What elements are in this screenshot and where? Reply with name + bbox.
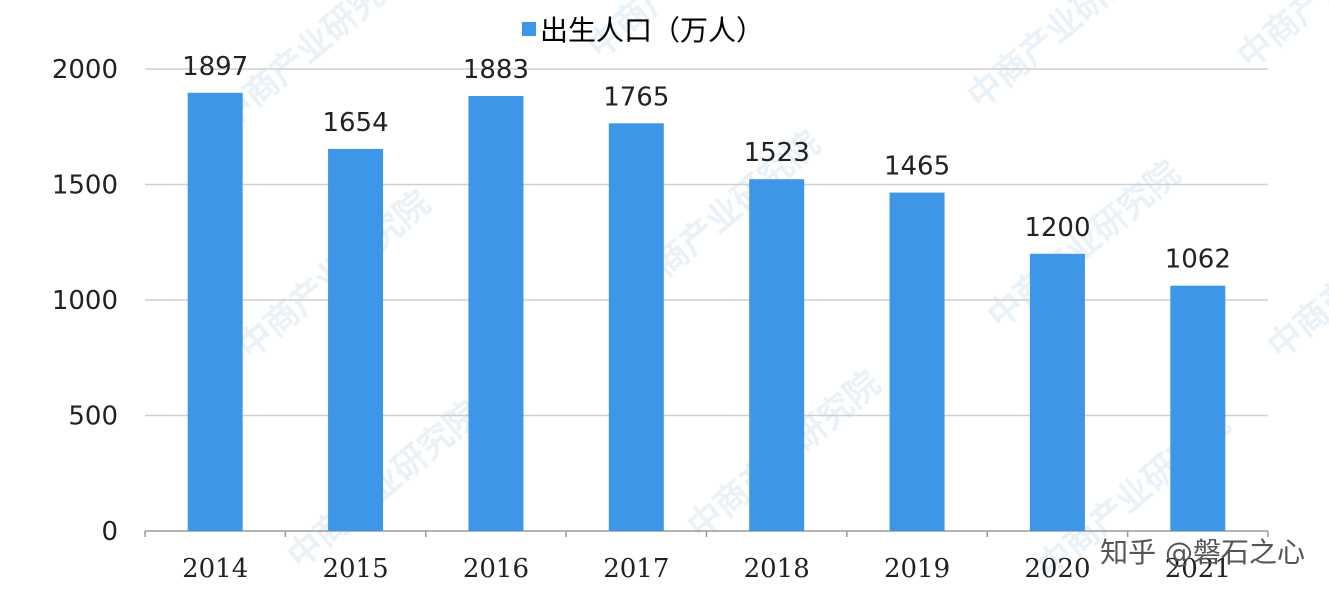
bar bbox=[328, 148, 384, 531]
data-label: 1765 bbox=[603, 82, 669, 112]
bar bbox=[1170, 285, 1226, 531]
legend: 出生人口（万人） bbox=[522, 14, 764, 47]
watermark-text: 中商产业研究院 bbox=[280, 393, 488, 577]
data-label: 1465 bbox=[884, 152, 950, 182]
y-tick-label: 500 bbox=[68, 402, 118, 432]
x-tick-label: 2018 bbox=[744, 554, 810, 584]
watermark-text: 中商产业研究院 bbox=[1230, 0, 1329, 77]
x-tick-label: 2016 bbox=[463, 554, 529, 584]
data-label: 1654 bbox=[322, 108, 388, 138]
data-label: 1523 bbox=[744, 138, 810, 168]
data-label: 1883 bbox=[463, 55, 529, 85]
x-tick-label: 2019 bbox=[884, 554, 950, 584]
legend-swatch bbox=[522, 22, 536, 36]
x-tick-label: 2015 bbox=[322, 554, 388, 584]
watermark-text: 中商产业研究院 bbox=[960, 0, 1168, 117]
x-tick-label: 2017 bbox=[603, 554, 669, 584]
credit-text: 知乎 @磐石之心 bbox=[1100, 536, 1305, 569]
legend-label: 出生人口（万人） bbox=[540, 14, 764, 47]
bar bbox=[187, 92, 243, 531]
y-tick-label: 1500 bbox=[52, 171, 118, 201]
x-tick-label: 2014 bbox=[182, 554, 248, 584]
bar bbox=[889, 192, 945, 531]
bar bbox=[1029, 253, 1085, 532]
y-tick-label: 2000 bbox=[52, 55, 118, 85]
bar bbox=[749, 179, 805, 531]
y-tick-label: 0 bbox=[101, 517, 118, 547]
watermark-text: 中商产业研究院 bbox=[1260, 183, 1329, 367]
y-tick-label: 1000 bbox=[52, 286, 118, 316]
data-labels: 1897 1654 1883 1765 1523 1465 1200 1062 bbox=[182, 52, 1231, 275]
x-tick-label: 2020 bbox=[1024, 554, 1090, 584]
axes: 0 500 1000 1500 2000 2014 2015 2016 2017 2018 2019… bbox=[52, 55, 1269, 584]
bar bbox=[608, 123, 664, 531]
data-label: 1062 bbox=[1165, 245, 1231, 275]
data-label: 1897 bbox=[182, 52, 248, 82]
data-label: 1200 bbox=[1024, 213, 1090, 243]
bar bbox=[468, 96, 524, 531]
bars bbox=[187, 92, 1226, 532]
x-tick-label: 2021 bbox=[1165, 554, 1231, 584]
